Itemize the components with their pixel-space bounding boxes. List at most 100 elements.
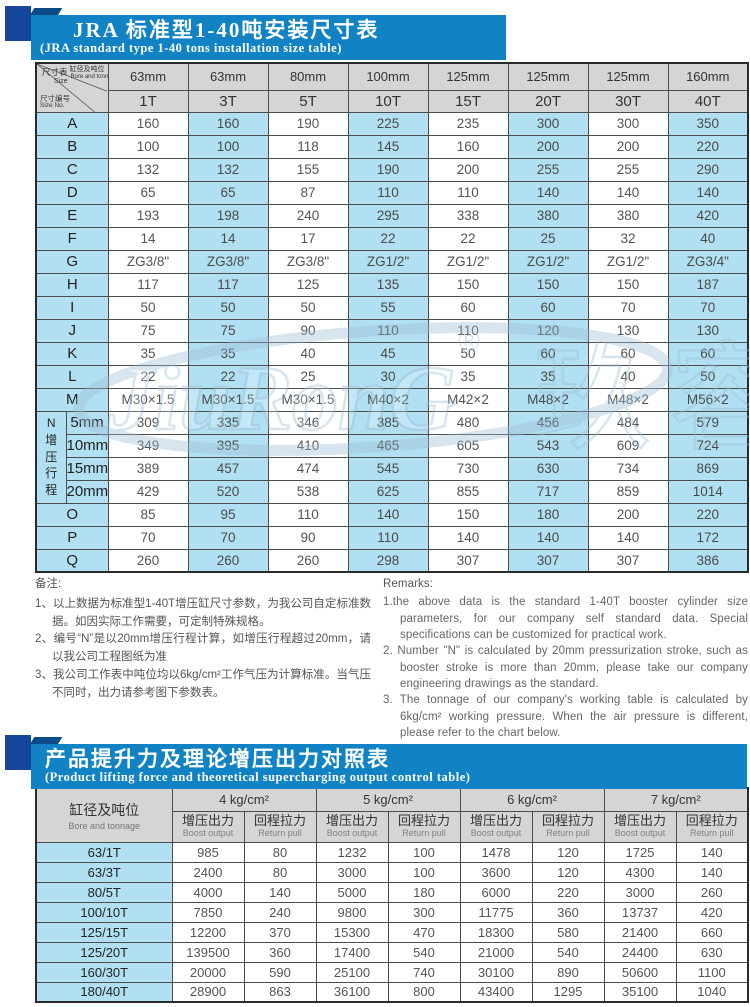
table-cell: 22 <box>427 226 509 251</box>
table-cell: 18300 <box>459 921 533 943</box>
size-row: O 85 95 110 140 150 180 200 220 <box>35 502 749 527</box>
stroke-label: 15mm <box>65 456 109 481</box>
table-cell: 132 <box>107 157 189 182</box>
row-label: Q <box>35 548 109 573</box>
table-cell: 28900 <box>171 981 245 1003</box>
table-cell: 110 <box>347 180 429 205</box>
size-row: H 117 117 125 135 150 150 150 187 <box>35 272 749 297</box>
table-cell: 160 <box>107 111 189 136</box>
table-cell: 307 <box>587 548 669 573</box>
corner-bore-label-en: Bore and tonnage <box>70 74 108 80</box>
table-cell: 120 <box>531 861 605 883</box>
table-cell: 180 <box>387 881 461 903</box>
bore-tonnage-header: 缸径及吨位 Bore and tonnage <box>35 787 173 843</box>
header-label-cn: 增压出力 <box>181 812 234 828</box>
table-cell: 117 <box>187 272 269 297</box>
banner-square-decoration <box>5 735 31 770</box>
row-label: C <box>35 157 109 182</box>
bore-tonnage-cell: 125/15T <box>35 921 173 943</box>
force-row: 125/15T 12200 370 15300 470 18300 580 21400 660 <box>35 921 749 943</box>
table-cell: 200 <box>587 134 669 159</box>
table-cell: 380 <box>587 203 669 228</box>
table-cell: 717 <box>507 479 589 504</box>
table-cell: 100 <box>387 861 461 883</box>
table-cell: 130 <box>587 318 669 343</box>
table-cell: 859 <box>587 479 669 504</box>
table-cell: 110 <box>427 318 509 343</box>
table-cell: 260 <box>675 881 749 903</box>
bore-tonnage-cell: 80/5T <box>35 881 173 903</box>
table-cell: 1478 <box>459 841 533 863</box>
table-cell: 70 <box>667 295 749 320</box>
section2-ribbon: 产品提升力及理论增压出力对照表 (Product lifting force a… <box>31 744 747 790</box>
table-cell: 4300 <box>603 861 677 883</box>
table-cell: 590 <box>243 961 317 983</box>
boost-output-header: 增压出力 Boost output <box>459 810 533 843</box>
bore-header: 100mm <box>347 62 429 91</box>
table-cell: 160 <box>187 111 269 136</box>
table-cell: 13737 <box>603 901 677 923</box>
table-cell: 110 <box>347 318 429 343</box>
table-cell: 140 <box>507 180 589 205</box>
lifting-force-table: 缸径及吨位 Bore and tonnage 4 kg/cm² 5 kg/cm² 6… <box>35 787 749 1003</box>
corner-size-label-en: Size <box>54 78 68 85</box>
table-cell: 125 <box>267 272 349 297</box>
table-cell: 35 <box>107 341 189 366</box>
table-cell: 1100 <box>675 961 749 983</box>
table-cell: 7850 <box>171 901 245 923</box>
table-cell: 200 <box>507 134 589 159</box>
return-pull-header: 回程拉力 Return pull <box>387 810 461 843</box>
table-cell: 11775 <box>459 901 533 923</box>
table-cell: 25 <box>507 226 589 251</box>
table-cell: 60 <box>507 295 589 320</box>
tonnage-header: 10T <box>347 89 429 113</box>
bore-header: 125mm <box>587 62 669 91</box>
table-cell: 410 <box>267 433 349 458</box>
table-cell: 100 <box>187 134 269 159</box>
table-cell: ZG3/8" <box>267 249 349 274</box>
size-row: J 75 75 90 110 110 120 130 130 <box>35 318 749 343</box>
row-label: A <box>35 111 109 136</box>
table-cell: 140 <box>427 525 509 550</box>
n-stroke-row: N 增压行程 5mm 309 335 346 385 480 456 484 579 <box>35 410 749 504</box>
bore-header: 63mm <box>107 62 189 91</box>
row-label: M <box>35 387 109 412</box>
remarks-english: Remarks: 1.the above data is the standar… <box>383 576 748 741</box>
table-cell: ZG3/4" <box>667 249 749 274</box>
header-label-en: Return pull <box>546 828 590 839</box>
table-cell: 21000 <box>459 941 533 963</box>
bore-tonnage-cell: 160/30T <box>35 961 173 983</box>
size-row: D 65 65 87 110 110 140 140 140 <box>35 180 749 205</box>
section1-title: JRA 标准型1-40吨安装尺寸表 <box>73 18 380 42</box>
tonnage-header: 3T <box>187 89 269 113</box>
pressure-header: 4 kg/cm² <box>171 787 317 812</box>
table-cell: 90 <box>267 318 349 343</box>
table-cell: 579 <box>667 410 749 435</box>
table-cell: 21400 <box>603 921 677 943</box>
table-cell: 130 <box>667 318 749 343</box>
table-cell: 198 <box>187 203 269 228</box>
table-cell: 80 <box>243 861 317 883</box>
table-cell: 890 <box>531 961 605 983</box>
table-cell: 160 <box>427 134 509 159</box>
table-cell: 1040 <box>675 981 749 1003</box>
table-cell: 869 <box>667 456 749 481</box>
table-cell: 100 <box>387 841 461 863</box>
bore-tonnage-cell: 125/20T <box>35 941 173 963</box>
table-cell: 480 <box>427 410 509 435</box>
tonnage-header: 15T <box>427 89 509 113</box>
row-label: H <box>35 272 109 297</box>
table-cell: 190 <box>347 157 429 182</box>
table-cell: 17400 <box>315 941 389 963</box>
remark-item-cn: 3、我公司工作表中吨位均以6kg/cm²工作气压为计算标准。当气压不同时，出力请… <box>35 669 371 699</box>
header-label-en: Return pull <box>258 828 302 839</box>
table-cell: 470 <box>387 921 461 943</box>
force-row: 100/10T 7850 240 9800 300 11775 360 13737 420 <box>35 901 749 923</box>
table-cell: 35 <box>427 364 509 389</box>
bore-header: 80mm <box>267 62 349 91</box>
tonnage-header: 5T <box>267 89 349 113</box>
table-cell: 260 <box>267 548 349 573</box>
table-cell: 580 <box>531 921 605 943</box>
table-cell: ZG1/2" <box>507 249 589 274</box>
table-cell: 80 <box>243 841 317 863</box>
